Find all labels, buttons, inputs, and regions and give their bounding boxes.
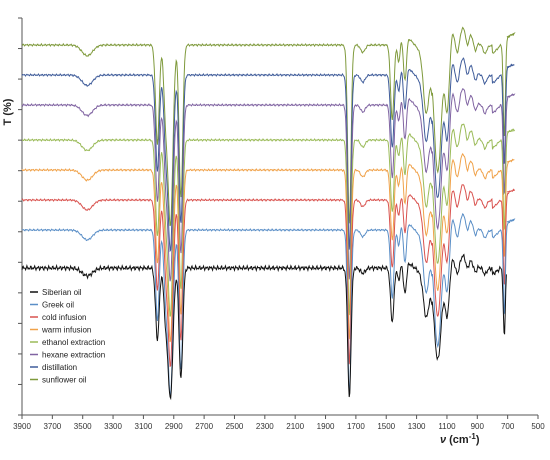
legend-label: cold infusion bbox=[42, 313, 86, 322]
x-tick-label: 2900 bbox=[165, 422, 183, 431]
series-line-Siberian-oil bbox=[21, 253, 507, 401]
x-axis-label-unit: (cm bbox=[449, 434, 469, 446]
x-tick-label: 1300 bbox=[408, 422, 426, 431]
y-ticks bbox=[18, 17, 22, 416]
x-tick-label: 500 bbox=[531, 422, 545, 431]
x-tick-label: 900 bbox=[471, 422, 485, 431]
x-tick-label: 3300 bbox=[104, 422, 122, 431]
legend-label: ethanol extraction bbox=[42, 338, 105, 347]
x-tick-label: 3500 bbox=[74, 422, 92, 431]
legend-label: distillation bbox=[42, 363, 77, 372]
x-tick-label: 2300 bbox=[256, 422, 274, 431]
y-axis-label: T (%) bbox=[2, 98, 14, 125]
x-axis-label-close: ) bbox=[476, 434, 480, 446]
legend-label: Greek oil bbox=[42, 301, 74, 310]
x-tick-label: 1700 bbox=[347, 422, 365, 431]
x-tick-label: 3100 bbox=[135, 422, 153, 431]
series-line-ethanol-extraction bbox=[21, 123, 516, 317]
x-tick-label: 3700 bbox=[43, 422, 61, 431]
legend-label: Siberian oil bbox=[42, 288, 82, 297]
x-axis-label-sup: -1 bbox=[469, 432, 477, 441]
series-line-hexane-extraction bbox=[21, 88, 516, 282]
x-axis-label-symbol: ν bbox=[440, 434, 447, 446]
legend-label: sunflower oil bbox=[42, 376, 87, 385]
x-tick-label: 2100 bbox=[286, 422, 304, 431]
spectra bbox=[21, 26, 516, 401]
legend: Siberian oil Greek oil cold infusion warm i… bbox=[30, 288, 105, 385]
x-tick-label: 3900 bbox=[13, 422, 31, 431]
x-ticks: 3900 3700 3500 3300 3100 2900 2700 2500 2300 2100… bbox=[13, 415, 545, 431]
legend-label: hexane extraction bbox=[42, 351, 105, 360]
x-tick-label: 2700 bbox=[195, 422, 213, 431]
x-tick-label: 2500 bbox=[226, 422, 244, 431]
series-line-Greek-oil bbox=[21, 213, 516, 397]
x-tick-label: 1100 bbox=[438, 422, 456, 431]
series-line-cold-infusion bbox=[21, 184, 516, 368]
axes bbox=[21, 18, 538, 416]
x-tick-label: 700 bbox=[501, 422, 515, 431]
x-tick-label: 1500 bbox=[377, 422, 395, 431]
series-line-distillation bbox=[21, 57, 515, 253]
x-tick-label: 1900 bbox=[317, 422, 335, 431]
legend-label: warm infusion bbox=[41, 326, 91, 335]
series-line-warm-infusion bbox=[21, 152, 515, 343]
series-line-sunflower-oil bbox=[21, 26, 516, 227]
x-axis-label: ν (cm-1) bbox=[440, 432, 480, 446]
